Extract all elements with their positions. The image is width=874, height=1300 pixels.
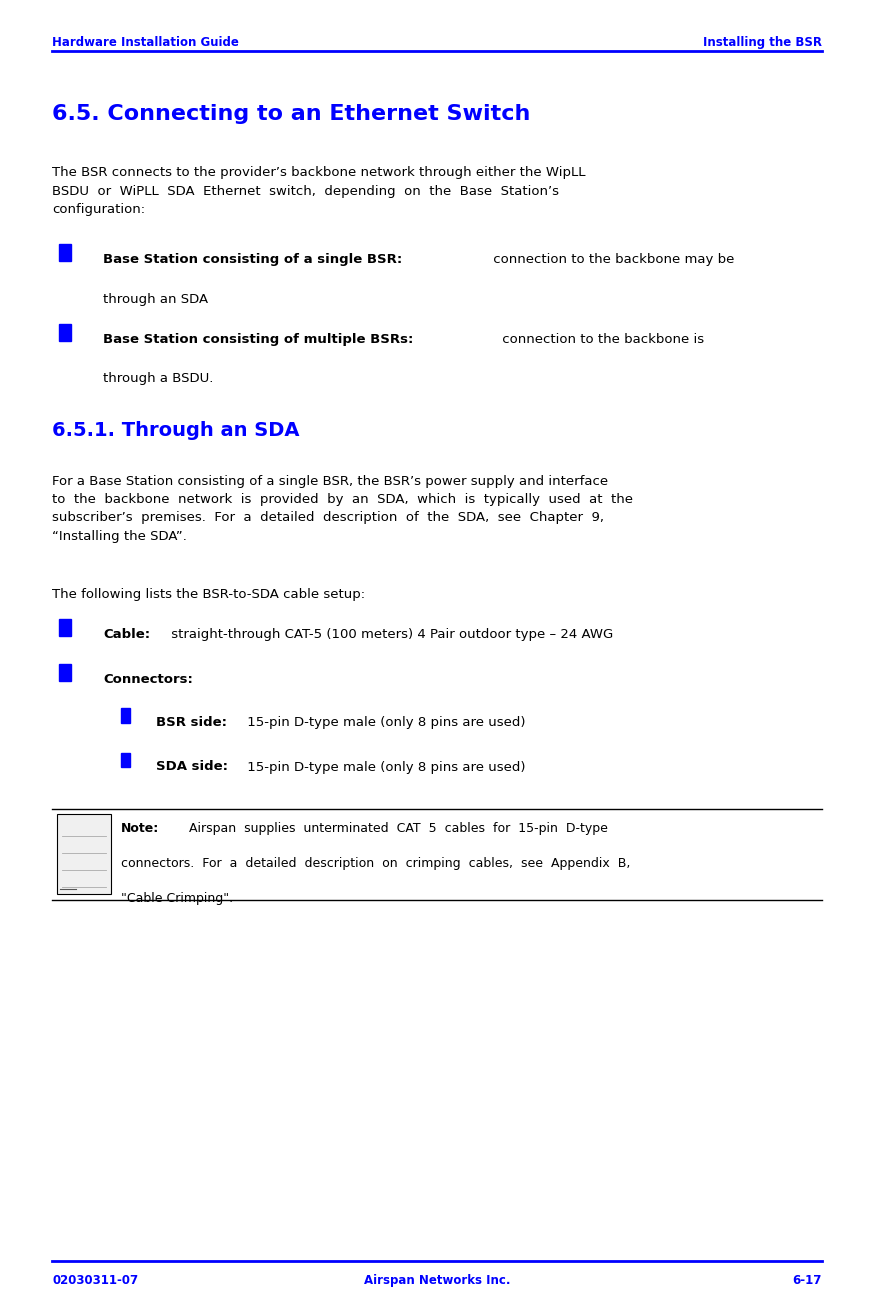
Text: connection to the backbone may be: connection to the backbone may be — [489, 254, 735, 266]
Text: The following lists the BSR-to-SDA cable setup:: The following lists the BSR-to-SDA cable… — [52, 588, 365, 601]
Text: 02030311-07: 02030311-07 — [52, 1274, 139, 1287]
Text: "Cable Crimping".: "Cable Crimping". — [121, 892, 232, 905]
Text: through an SDA: through an SDA — [103, 292, 208, 306]
Text: Airspan Networks Inc.: Airspan Networks Inc. — [364, 1274, 510, 1287]
Text: The BSR connects to the provider’s backbone network through either the WipLL
BSD: The BSR connects to the provider’s backb… — [52, 166, 586, 216]
Bar — [121, 753, 130, 767]
Text: connection to the backbone is: connection to the backbone is — [498, 333, 704, 346]
Text: through a BSDU.: through a BSDU. — [103, 372, 213, 385]
Bar — [59, 244, 71, 261]
Text: Note:: Note: — [121, 822, 159, 835]
Text: BSR side:: BSR side: — [156, 716, 226, 729]
Text: Base Station consisting of multiple BSRs:: Base Station consisting of multiple BSRs… — [103, 333, 413, 346]
Text: Cable:: Cable: — [103, 628, 150, 641]
Text: Base Station consisting of a single BSR:: Base Station consisting of a single BSR: — [103, 254, 402, 266]
Text: For a Base Station consisting of a single BSR, the BSR’s power supply and interf: For a Base Station consisting of a singl… — [52, 474, 634, 543]
Text: 6.5. Connecting to an Ethernet Switch: 6.5. Connecting to an Ethernet Switch — [52, 104, 531, 124]
Text: connectors.  For  a  detailed  description  on  crimping  cables,  see  Appendix: connectors. For a detailed description o… — [121, 857, 630, 870]
Text: 6.5.1. Through an SDA: 6.5.1. Through an SDA — [52, 421, 300, 441]
Text: 15-pin D-type male (only 8 pins are used): 15-pin D-type male (only 8 pins are used… — [243, 716, 525, 729]
Text: straight-through CAT-5 (100 meters) 4 Pair outdoor type – 24 AWG: straight-through CAT-5 (100 meters) 4 Pa… — [167, 628, 614, 641]
Bar — [59, 619, 71, 636]
Text: Airspan  supplies  unterminated  CAT  5  cables  for  15-pin  D-type: Airspan supplies unterminated CAT 5 cabl… — [177, 822, 607, 835]
Text: Installing the BSR: Installing the BSR — [703, 36, 822, 49]
Text: Connectors:: Connectors: — [103, 673, 193, 686]
Text: 15-pin D-type male (only 8 pins are used): 15-pin D-type male (only 8 pins are used… — [243, 760, 525, 774]
Text: Hardware Installation Guide: Hardware Installation Guide — [52, 36, 239, 49]
Bar — [121, 708, 130, 723]
Text: 6-17: 6-17 — [792, 1274, 822, 1287]
Text: SDA side:: SDA side: — [156, 760, 227, 774]
Bar — [59, 664, 71, 681]
Bar — [59, 324, 71, 341]
Bar — [57, 814, 111, 894]
